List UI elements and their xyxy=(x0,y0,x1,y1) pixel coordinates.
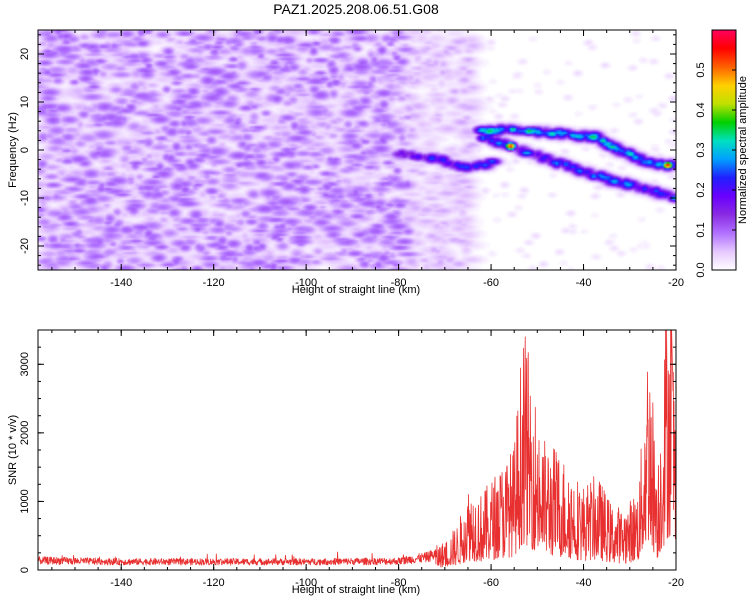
snr-y-label: SNR (10 * v/v) xyxy=(7,415,19,485)
heatmap-y-tick-label: 20 xyxy=(19,48,31,60)
heatmap-x-label: Height of straight line (km) xyxy=(292,284,420,296)
snr-x-label: Height of straight line (km) xyxy=(292,584,420,596)
snr-y-tick-label: 0 xyxy=(19,567,31,573)
heatmap-y-axis: -20 -10 0 10 20 xyxy=(19,34,676,266)
heatmap-y-tick-label: 10 xyxy=(19,96,31,108)
snr-x-tick-label: -80 xyxy=(391,577,407,589)
snr-panel: -140 -120 -100 -80 -60 -40 -20 0 1000 2000 3000 H… xyxy=(7,329,684,596)
snr-x-tick-label: -100 xyxy=(295,577,317,589)
colorbar-tick-label: 0.5 xyxy=(695,62,707,77)
colorbar-tick-label: 0.0 xyxy=(695,262,707,277)
heatmap-image xyxy=(38,30,676,270)
figure-title: PAZ1.2025.208.06.51.G08 xyxy=(273,1,439,17)
colorbar: 0.0 0.1 0.2 0.3 0.4 0.5 Normalized spectral a… xyxy=(695,29,749,278)
colorbar-tick-label: 0.3 xyxy=(695,142,707,157)
heatmap-y-tick-label: 0 xyxy=(19,147,31,153)
snr-y-axis: 0 1000 2000 3000 xyxy=(19,329,676,573)
snr-x-tick-label: -140 xyxy=(110,577,132,589)
snr-y-tick-label: 2000 xyxy=(19,421,31,445)
colorbar-label: Normalized spectral amplitude xyxy=(737,76,749,224)
snr-x-tick-label: -60 xyxy=(483,577,499,589)
snr-x-tick-label: -40 xyxy=(576,577,592,589)
snr-background xyxy=(38,330,676,570)
heatmap-y-tick-label: -10 xyxy=(19,190,31,206)
heatmap-x-axis: -140 -120 -100 -80 -60 -40 -20 xyxy=(51,30,684,289)
heatmap-x-tick-label: -100 xyxy=(295,277,317,289)
heatmap-x-tick-label: -140 xyxy=(110,277,132,289)
heatmap-y-tick-label: -20 xyxy=(19,238,31,254)
colorbar-tick-label: 0.4 xyxy=(695,102,707,117)
colorbar-tick-label: 0.2 xyxy=(695,182,707,197)
snr-y-tick-label: 3000 xyxy=(19,352,31,376)
snr-y-tick-label: 1000 xyxy=(19,489,31,513)
snr-x-tick-label: -20 xyxy=(668,577,684,589)
heatmap-x-tick-label: -40 xyxy=(576,277,592,289)
colorbar-axis: 0.0 0.1 0.2 0.3 0.4 0.5 xyxy=(695,62,736,278)
heatmap-x-tick-label: -120 xyxy=(203,277,225,289)
snr-x-axis: -140 -120 -100 -80 -60 -40 -20 xyxy=(51,330,684,589)
heatmap-x-tick-label: -80 xyxy=(391,277,407,289)
snr-series-line xyxy=(37,329,677,568)
heatmap-x-tick-label: -60 xyxy=(483,277,499,289)
heatmap-y-label: Frequency (Hz) xyxy=(7,112,19,188)
heatmap-x-tick-label: -20 xyxy=(668,277,684,289)
colorbar-tick-label: 0.1 xyxy=(695,222,707,237)
snr-x-tick-label: -120 xyxy=(203,577,225,589)
